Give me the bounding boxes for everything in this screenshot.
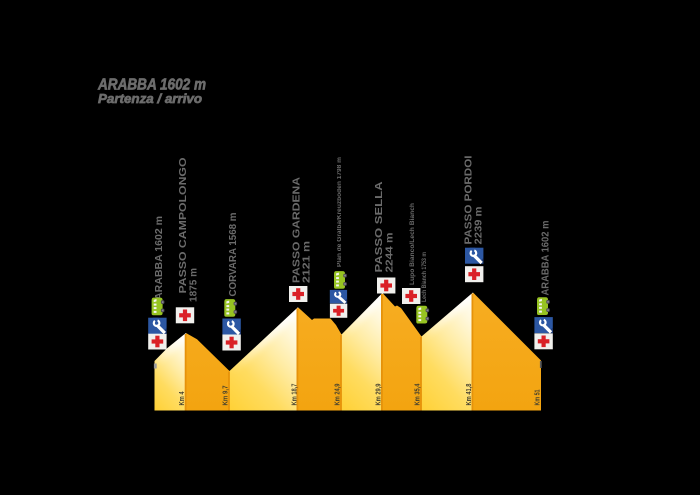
svg-text:2239 m: 2239 m	[473, 207, 485, 245]
svg-text:Partenza / arrivo: Partenza / arrivo	[98, 92, 202, 106]
svg-text:Km 41,8: Km 41,8	[464, 384, 473, 406]
svg-text:CORVARA 1568 m: CORVARA 1568 m	[227, 213, 239, 297]
svg-text:PASSO PORDOI: PASSO PORDOI	[463, 155, 475, 244]
svg-text:Km 29,9: Km 29,9	[374, 384, 383, 406]
svg-text:Km 24,9: Km 24,9	[333, 384, 342, 406]
svg-text:1875 m: 1875 m	[188, 268, 200, 302]
svg-text:Km 18,7: Km 18,7	[290, 384, 299, 406]
svg-text:ARABBA 1602 m: ARABBA 1602 m	[97, 77, 206, 94]
svg-text:ARABBA 1602 m: ARABBA 1602 m	[153, 216, 165, 300]
svg-text:Km 9,7: Km 9,7	[221, 386, 230, 406]
svg-text:PASSO CAMPOLONGO: PASSO CAMPOLONGO	[177, 158, 189, 294]
svg-text:2244 m: 2244 m	[384, 233, 396, 273]
svg-text:ARABBA 1602 m: ARABBA 1602 m	[540, 221, 552, 296]
svg-text:2121 m: 2121 m	[301, 241, 313, 283]
svg-text:Km 35,4: Km 35,4	[413, 383, 422, 406]
svg-text:Km 51: Km 51	[533, 390, 542, 406]
svg-text:Lech Bianch 1753 m: Lech Bianch 1753 m	[422, 252, 428, 302]
svg-text:Lupo Bianco/Lech Bianch: Lupo Bianco/Lech Bianch	[410, 203, 416, 285]
svg-text:PASSO SELLA: PASSO SELLA	[373, 181, 385, 273]
svg-text:Km 4: Km 4	[177, 391, 186, 406]
svg-text:PASSO GARDENA: PASSO GARDENA	[291, 177, 303, 283]
svg-text:Plan de Gralba/Kreuzboden 1798: Plan de Gralba/Kreuzboden 1798 m	[337, 157, 343, 267]
